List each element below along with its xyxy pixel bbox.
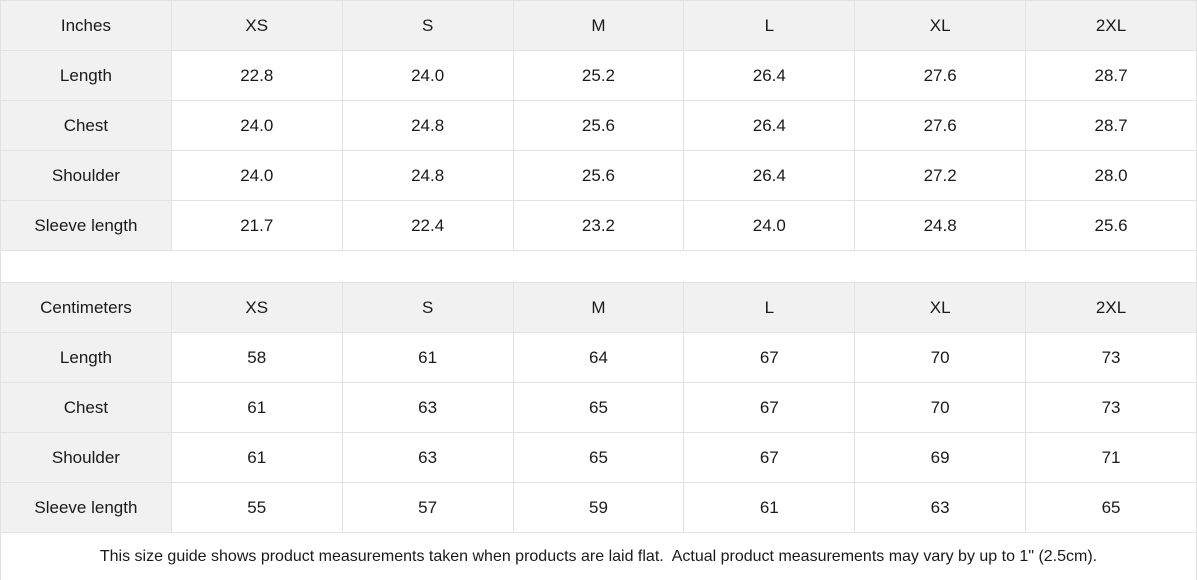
measurement-cell: 27.6 [854,100,1027,151]
measurement-cell: 63 [854,482,1027,533]
table-row-length: Length 58 61 64 67 70 73 [0,332,1197,383]
measurement-cell: 67 [683,332,856,383]
row-label-shoulder: Shoulder [0,432,172,483]
row-label-length: Length [0,50,172,101]
measurement-cell: 24.0 [170,100,343,151]
measurement-cell: 67 [683,382,856,433]
measurement-cell: 24.8 [341,100,514,151]
measurement-cell: 26.4 [683,100,856,151]
measurement-cell: 61 [683,482,856,533]
centimeters-size-table: Centimeters XS S M L XL 2XL Length 58 61… [0,282,1197,533]
measurement-cell: 69 [854,432,1027,483]
size-guide-disclaimer: This size guide shows product measuremen… [0,533,1197,580]
measurement-cell: 55 [170,482,343,533]
table-row-shoulder: Shoulder 24.0 24.8 25.6 26.4 27.2 28.0 [0,150,1197,201]
unit-header-centimeters: Centimeters [0,282,172,333]
measurement-cell: 23.2 [512,200,685,251]
size-column-header-2xl: 2XL [1025,0,1197,51]
measurement-cell: 70 [854,332,1027,383]
measurement-cell: 65 [512,382,685,433]
size-column-header-l: L [683,282,856,333]
measurement-cell: 26.4 [683,50,856,101]
measurement-cell: 24.0 [170,150,343,201]
table-row-sleeve-length: Sleeve length 55 57 59 61 63 65 [0,482,1197,533]
unit-header-inches: Inches [0,0,172,51]
table-spacer [0,251,1197,282]
table-header-row: Centimeters XS S M L XL 2XL [0,282,1197,333]
measurement-cell: 24.0 [683,200,856,251]
size-column-header-m: M [512,0,685,51]
measurement-cell: 25.2 [512,50,685,101]
measurement-cell: 26.4 [683,150,856,201]
size-column-header-l: L [683,0,856,51]
measurement-cell: 63 [341,382,514,433]
row-label-sleeve-length: Sleeve length [0,482,172,533]
measurement-cell: 22.8 [170,50,343,101]
row-label-chest: Chest [0,100,172,151]
measurement-cell: 25.6 [512,100,685,151]
size-column-header-xl: XL [854,0,1027,51]
inches-size-table: Inches XS S M L XL 2XL Length 22.8 24.0 … [0,0,1197,251]
measurement-cell: 21.7 [170,200,343,251]
measurement-cell: 71 [1025,432,1197,483]
measurement-cell: 25.6 [1025,200,1197,251]
measurement-cell: 65 [512,432,685,483]
measurement-cell: 25.6 [512,150,685,201]
size-column-header-xs: XS [170,0,343,51]
measurement-cell: 59 [512,482,685,533]
row-label-length: Length [0,332,172,383]
measurement-cell: 73 [1025,382,1197,433]
measurement-cell: 27.6 [854,50,1027,101]
measurement-cell: 57 [341,482,514,533]
table-row-chest: Chest 61 63 65 67 70 73 [0,382,1197,433]
measurement-cell: 24.8 [854,200,1027,251]
table-row-chest: Chest 24.0 24.8 25.6 26.4 27.6 28.7 [0,100,1197,151]
row-label-chest: Chest [0,382,172,433]
measurement-cell: 67 [683,432,856,483]
measurement-cell: 64 [512,332,685,383]
measurement-cell: 58 [170,332,343,383]
size-column-header-m: M [512,282,685,333]
measurement-cell: 61 [170,432,343,483]
size-column-header-s: S [341,0,514,51]
table-row-sleeve-length: Sleeve length 21.7 22.4 23.2 24.0 24.8 2… [0,200,1197,251]
measurement-cell: 28.0 [1025,150,1197,201]
measurement-cell: 28.7 [1025,100,1197,151]
measurement-cell: 28.7 [1025,50,1197,101]
measurement-cell: 22.4 [341,200,514,251]
measurement-cell: 61 [341,332,514,383]
measurement-cell: 24.0 [341,50,514,101]
measurement-cell: 27.2 [854,150,1027,201]
size-column-header-s: S [341,282,514,333]
size-column-header-2xl: 2XL [1025,282,1197,333]
row-label-sleeve-length: Sleeve length [0,200,172,251]
measurement-cell: 63 [341,432,514,483]
size-column-header-xs: XS [170,282,343,333]
measurement-cell: 65 [1025,482,1197,533]
table-header-row: Inches XS S M L XL 2XL [0,0,1197,51]
table-row-shoulder: Shoulder 61 63 65 67 69 71 [0,432,1197,483]
size-column-header-xl: XL [854,282,1027,333]
row-label-shoulder: Shoulder [0,150,172,201]
measurement-cell: 70 [854,382,1027,433]
table-row-length: Length 22.8 24.0 25.2 26.4 27.6 28.7 [0,50,1197,101]
measurement-cell: 61 [170,382,343,433]
measurement-cell: 73 [1025,332,1197,383]
measurement-cell: 24.8 [341,150,514,201]
